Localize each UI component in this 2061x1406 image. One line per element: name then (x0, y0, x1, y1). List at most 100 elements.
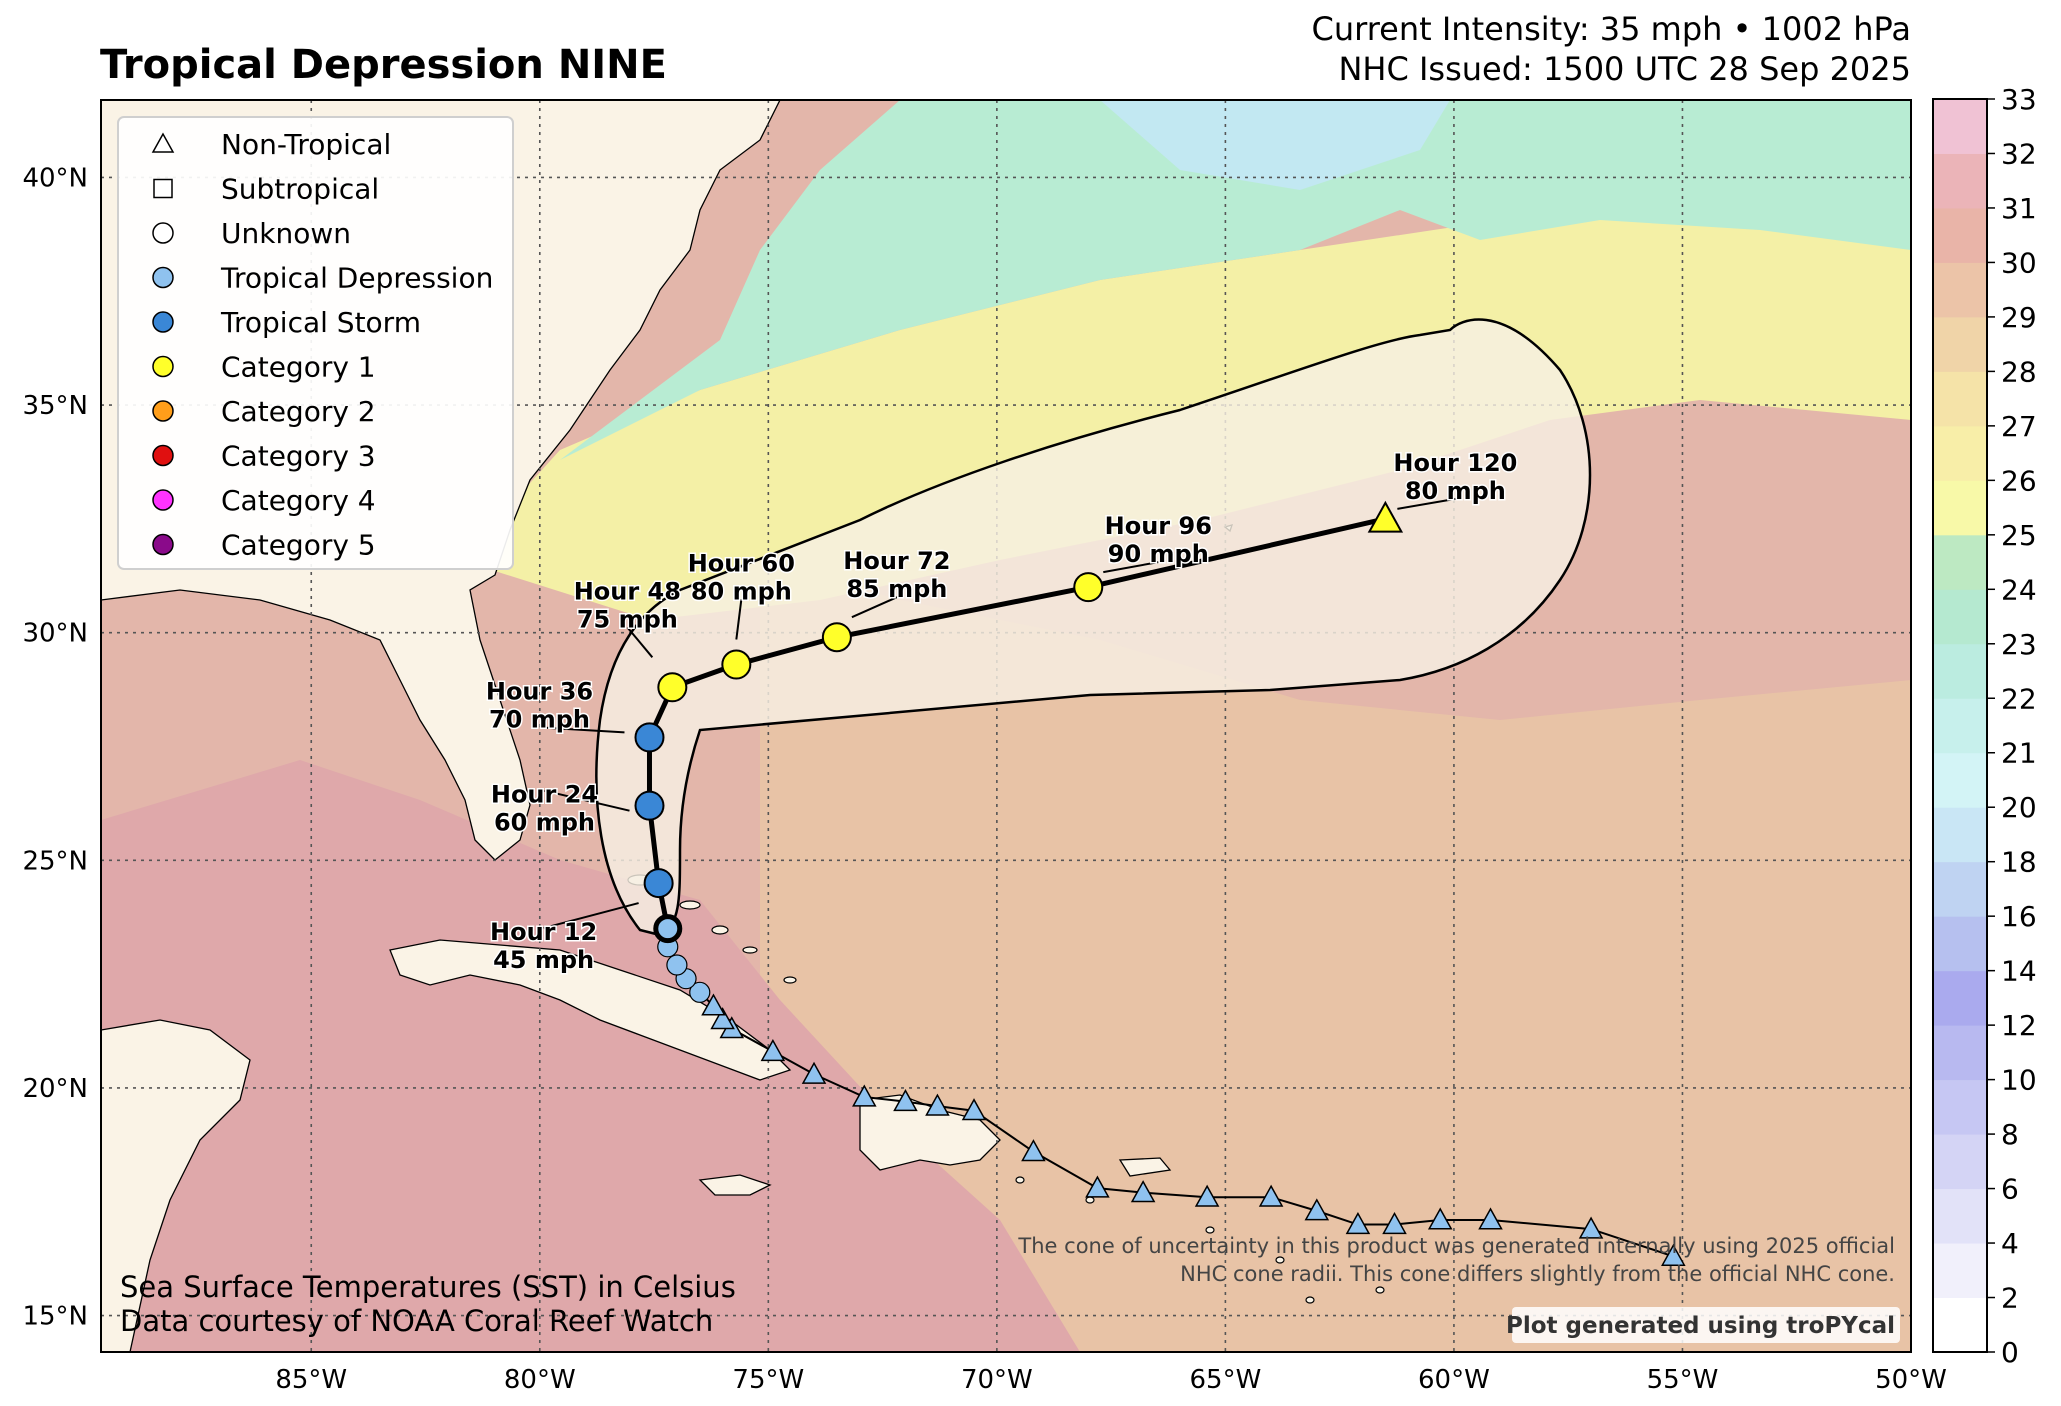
legend-label: Tropical Depression (220, 262, 493, 295)
map-frame (100, 99, 1912, 1353)
forecast-hour-label: Hour 48 (574, 577, 681, 605)
past-track-marker (1578, 1216, 1604, 1239)
current-position-marker (653, 914, 683, 944)
current-intensity: Current Intensity: 35 mph • 1002 hPa (1311, 10, 1912, 48)
forecast-marker-extratropical (1367, 500, 1404, 533)
island (1275, 1256, 1285, 1264)
past-track-marker (1130, 1180, 1156, 1203)
past-track-marker (1382, 1211, 1407, 1235)
colorbar-segment (1933, 1079, 1987, 1135)
past-track-marker (1427, 1207, 1453, 1230)
lon-tick-label: 85°W (275, 1365, 347, 1395)
legend-marker-circle (152, 444, 174, 467)
forecast-hour-label: Hour 96 (1105, 512, 1212, 540)
legend-marker-circle (152, 266, 174, 289)
legend-marker-circle (152, 355, 174, 378)
forecast-marker (634, 790, 665, 821)
forecast-wind-label: 80 mph (1405, 477, 1506, 505)
longitude-ticks: 85°W 80°W 75°W 70°W 65°W 60°W 55°W 50°W (275, 1365, 1947, 1395)
legend-label: Non-Tropical (221, 128, 391, 161)
sst-note-line2: Data courtesy of NOAA Coral Reef Watch (120, 1304, 713, 1338)
past-track-marker (852, 1084, 877, 1107)
colorbar-segment (1933, 425, 1987, 481)
past-track-marker (961, 1098, 987, 1121)
past-track-marker (1194, 1184, 1220, 1207)
colorbar-segment (1933, 480, 1987, 536)
forecast-hour-label: Hour 120 (1393, 449, 1517, 477)
island (1205, 1226, 1215, 1234)
colorbar-segment (1933, 807, 1987, 863)
past-track-marker (1661, 1243, 1686, 1266)
legend-marker-circle (152, 311, 174, 333)
colorbar-tick-label: 23 (2001, 628, 2037, 661)
track-layer (634, 500, 1686, 1266)
forecast-hour-label: Hour 60 (688, 550, 795, 578)
legend-label: Category 2 (221, 395, 376, 428)
colorbar-tick-label: 28 (2001, 355, 2037, 388)
sst-zone-cool (560, 100, 1911, 460)
forecast-label-leader (543, 902, 639, 930)
legend-marker-triangle (151, 132, 175, 153)
colorbar-tick-label: 16 (2001, 900, 2037, 933)
lon-tick-label: 55°W (1647, 1365, 1719, 1395)
legend-label: Category 1 (221, 351, 376, 384)
colorbar-tick-label: 33 (2001, 83, 2037, 116)
past-track-marker (1478, 1207, 1503, 1230)
forecast-wind-label: 70 mph (489, 705, 590, 733)
forecast-label-leader (544, 789, 630, 812)
colorbar-tick-label: 27 (2001, 410, 2037, 443)
forecast-wind-label: 45 mph (493, 946, 594, 974)
forecast-label-leader (1397, 497, 1456, 510)
island (1375, 1286, 1385, 1294)
past-track-marker (701, 993, 726, 1016)
plot-notes: Sea Surface Temperatures (SST) in Celsiu… (120, 1234, 1900, 1343)
forecast-marker (634, 722, 665, 753)
past-depression-marker (666, 954, 688, 976)
lon-tick-label: 50°W (1875, 1365, 1947, 1395)
past-track-marker (925, 1093, 950, 1116)
lon-tick-label: 70°W (961, 1365, 1033, 1395)
lon-tick-label: 80°W (504, 1365, 576, 1395)
past-track-marker (893, 1089, 918, 1112)
forecast-label-leader (539, 726, 625, 734)
forecast-wind-label: 85 mph (846, 575, 947, 603)
colorbar-tick-label: 20 (2001, 791, 2037, 824)
past-track-marker (710, 1007, 735, 1030)
forecast-wind-label: 80 mph (691, 578, 792, 606)
colorbar-segment (1933, 371, 1987, 427)
past-track-marker (760, 1038, 786, 1062)
colorbar-segment (1933, 316, 1987, 372)
forecast-marker (721, 649, 752, 680)
colorbar-tick-label: 25 (2001, 519, 2037, 552)
colorbar-tick-label: 30 (2001, 246, 2037, 279)
cone-note-line2: NHC cone radii. This cone differs slight… (1180, 1262, 1895, 1286)
page-title: Tropical Depression NINE (100, 42, 667, 88)
colorbar-tick-label: 10 (2001, 1064, 2037, 1097)
forecast-wind-label: 75 mph (577, 605, 678, 633)
forecast-label-leader (626, 626, 654, 658)
legend-marker-circle (152, 400, 174, 422)
forecast-marker (821, 622, 852, 653)
island (711, 925, 729, 935)
cone-of-uncertainty (595, 318, 1592, 937)
colorbar-tick-label: 4 (2001, 1227, 2019, 1260)
land-cuba (389, 939, 792, 1081)
colorbar-tick-label: 31 (2001, 192, 2037, 225)
legend-label: Unknown (221, 217, 351, 250)
lon-tick-label: 75°W (732, 1365, 804, 1395)
colorbar-tick-label: 6 (2001, 1173, 2019, 1206)
forecast-wind-label: 60 mph (494, 809, 595, 837)
colorbar-tick-label: 22 (2001, 682, 2037, 715)
legend-label: Category 4 (221, 484, 376, 517)
colorbar-segment (1933, 262, 1987, 318)
colorbar-segment (1933, 752, 1987, 808)
colorbar-tick-label: 32 (2001, 137, 2037, 170)
colorbar-segment (1933, 1188, 1987, 1244)
colorbar-segment (1933, 153, 1987, 209)
legend-box (117, 116, 514, 570)
sst-colorbar: 0246810121416182021222324252627282930313… (1932, 83, 2037, 1369)
forecast-hour-label: Hour 12 (490, 918, 597, 946)
